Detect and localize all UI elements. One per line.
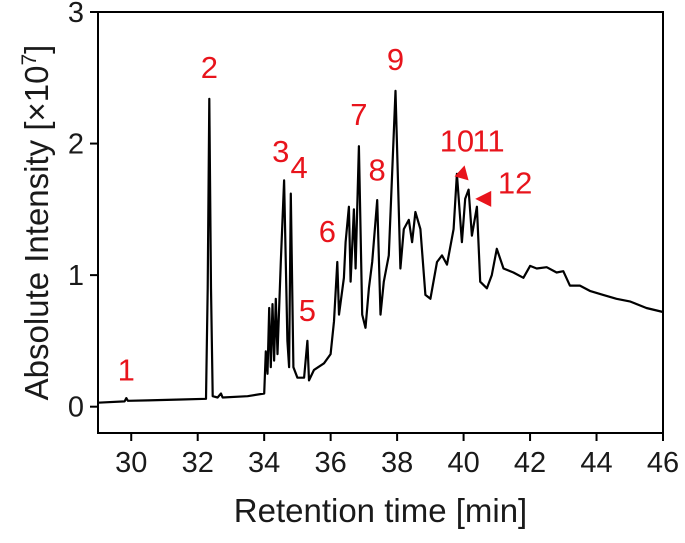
x-tick-label: 42: [514, 447, 546, 479]
peak-arrow-icon: [475, 190, 492, 207]
peak-label: 5: [299, 293, 316, 328]
x-axis: 30 32 34 36 38 40 42 44 46: [115, 433, 679, 479]
peak-arrow-icon: [454, 165, 469, 181]
peak-label: 9: [387, 42, 404, 77]
peak-arrows: [454, 165, 492, 207]
y-axis-title-suffix: ]: [18, 45, 55, 54]
peak-label: 10: [440, 123, 474, 158]
x-tick-label: 32: [182, 447, 214, 479]
peak-label: 8: [369, 152, 386, 187]
plot-frame: [97, 11, 664, 434]
x-tick-label: 34: [248, 447, 280, 479]
y-tick-label: 3: [68, 0, 84, 29]
chromatogram-trace: [97, 89, 664, 404]
peak-label: 2: [201, 50, 218, 85]
y-axis: 0 1 2 3: [68, 0, 98, 424]
peak-label: 4: [290, 150, 307, 185]
peak-label: 7: [350, 97, 367, 132]
y-tick-label: 0: [68, 392, 84, 424]
x-tick-label: 36: [315, 447, 347, 479]
peak-label: 3: [272, 134, 289, 169]
x-tick-label: 46: [647, 447, 679, 479]
y-axis-title-exponent: 7: [18, 54, 41, 66]
peak-label: 6: [319, 214, 336, 249]
x-tick-label: 30: [115, 447, 147, 479]
y-tick-label: 1: [68, 260, 84, 292]
peak-label: 1: [118, 352, 135, 387]
x-tick-label: 40: [447, 447, 479, 479]
y-tick-label: 2: [68, 129, 84, 161]
peak-label: 12: [498, 166, 532, 201]
y-axis-title-main: Absolute Intensity [×10: [18, 66, 55, 401]
y-axis-title: Absolute Intensity [×107]: [18, 45, 55, 401]
peak-label: 11: [472, 123, 504, 158]
x-axis-title: Retention time [min]: [234, 492, 527, 529]
x-tick-label: 44: [580, 447, 612, 479]
x-tick-label: 38: [381, 447, 413, 479]
